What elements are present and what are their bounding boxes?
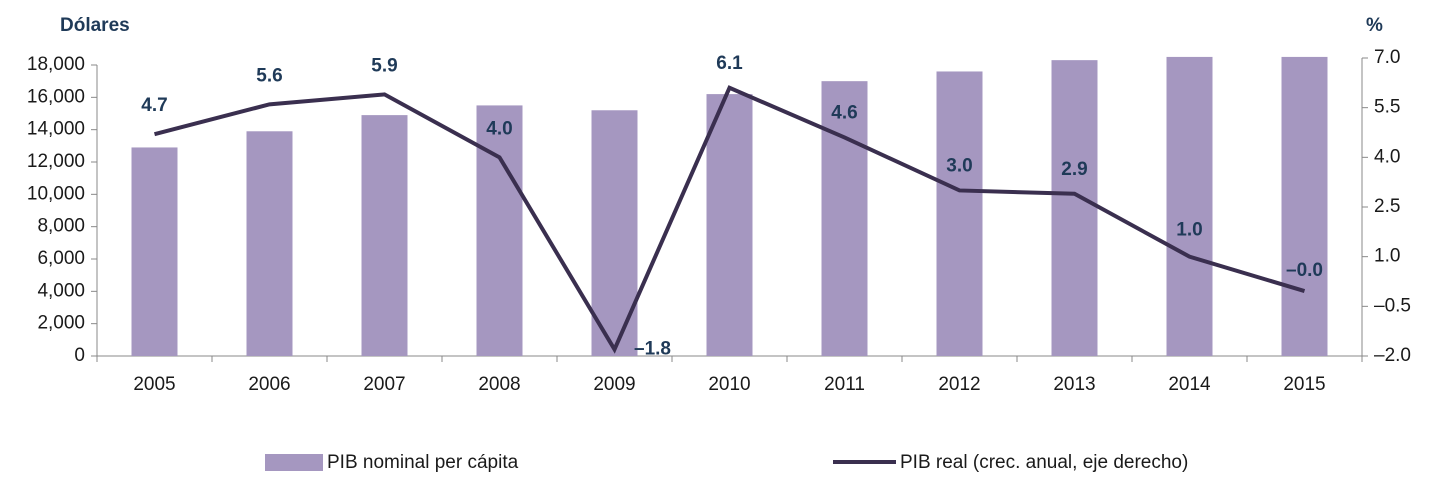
value-label: 3.0 xyxy=(946,155,972,176)
value-label: 4.7 xyxy=(141,95,167,116)
bar xyxy=(1166,56,1213,357)
bar xyxy=(476,105,523,357)
y-tick-label: 2,000 xyxy=(37,313,85,334)
bar xyxy=(361,115,408,356)
bar xyxy=(1051,60,1098,357)
bar xyxy=(246,131,293,356)
y2-tick-label: 7.0 xyxy=(1374,47,1400,68)
y-tick-label: 4,000 xyxy=(37,280,85,301)
legend-label: PIB real (crec. anual, eje derecho) xyxy=(900,452,1188,473)
x-tick-label: 2007 xyxy=(363,374,405,395)
value-label: 6.1 xyxy=(716,53,743,74)
y2-tick-label: –2.0 xyxy=(1374,345,1411,366)
value-label: 5.9 xyxy=(371,55,397,76)
x-tick-label: 2015 xyxy=(1283,374,1325,395)
bar xyxy=(821,81,868,357)
bar xyxy=(706,94,753,356)
y-tick-label: 18,000 xyxy=(27,54,85,75)
y2-tick-label: –0.5 xyxy=(1374,295,1411,316)
y2-tick-label: 2.5 xyxy=(1374,196,1400,217)
value-label: 2.9 xyxy=(1061,159,1087,180)
x-tick-label: 2005 xyxy=(133,374,175,395)
y-tick-label: 8,000 xyxy=(37,216,85,237)
x-tick-label: 2011 xyxy=(824,374,865,395)
value-label: –0.0 xyxy=(1286,260,1323,281)
value-label: 4.0 xyxy=(486,118,512,139)
legend-swatch xyxy=(265,454,323,471)
x-tick-label: 2010 xyxy=(708,374,750,395)
value-label: 4.6 xyxy=(831,102,857,123)
y2-tick-label: 1.0 xyxy=(1374,246,1400,267)
x-tick-label: 2006 xyxy=(248,374,290,395)
y2-tick-label: 4.0 xyxy=(1374,146,1400,167)
value-label: 1.0 xyxy=(1176,220,1202,241)
x-tick-label: 2012 xyxy=(938,374,980,395)
x-tick-label: 2014 xyxy=(1168,374,1211,395)
y-axis-label: Dólares xyxy=(60,15,130,36)
x-tick-label: 2008 xyxy=(478,374,520,395)
bar xyxy=(1281,56,1328,357)
y2-tick-label: 5.5 xyxy=(1374,97,1400,118)
y-tick-label: 10,000 xyxy=(27,183,85,204)
y2-axis-label: % xyxy=(1366,15,1383,36)
y-tick-label: 6,000 xyxy=(37,248,85,269)
legend-label: PIB nominal per cápita xyxy=(327,452,519,473)
y-tick-label: 12,000 xyxy=(27,151,85,172)
y-tick-label: 0 xyxy=(74,345,85,366)
value-label: –1.8 xyxy=(634,338,671,359)
x-tick-label: 2013 xyxy=(1053,374,1095,395)
x-tick-label: 2009 xyxy=(593,374,635,395)
y-tick-label: 14,000 xyxy=(27,119,85,140)
value-label: 5.6 xyxy=(256,65,282,86)
bar xyxy=(936,71,983,356)
bar xyxy=(131,147,178,356)
y-tick-label: 16,000 xyxy=(27,86,85,107)
line xyxy=(153,85,1306,354)
